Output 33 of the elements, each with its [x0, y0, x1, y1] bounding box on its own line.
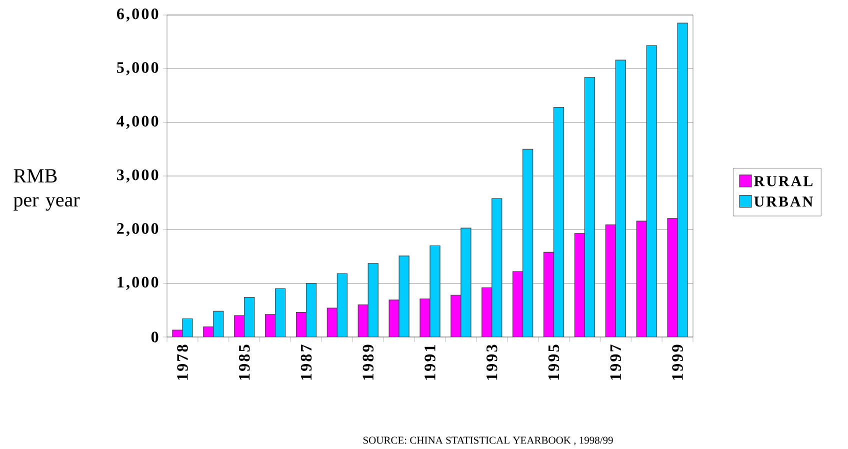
legend-label: RURAL [754, 176, 812, 186]
x-tick-label: 1989 [362, 344, 374, 380]
source-note: SOURCE: CHINA STATISTICAL YEARBOOK , 1998/99 [363, 436, 613, 446]
bar [553, 107, 564, 337]
bar [275, 288, 286, 337]
y-tick-label: 2,000 [117, 223, 158, 236]
x-tick-label: 1999 [672, 344, 683, 380]
x-tick-label: 1985 [238, 344, 250, 380]
x-tick-label: 1978 [177, 344, 188, 380]
legend-label: URBAN [754, 196, 813, 207]
x-tick-label: 1997 [610, 344, 622, 380]
bar [244, 296, 255, 337]
bar [522, 148, 534, 337]
y-tick-label: 4,000 [116, 116, 158, 129]
bar [213, 310, 224, 337]
y-tick-label: 0 [151, 332, 158, 342]
bar [336, 273, 348, 337]
bar [615, 60, 626, 337]
y-tick-label: 6,000 [116, 8, 158, 22]
y-tick-label: 5,000 [117, 62, 158, 76]
bar [646, 45, 657, 337]
bar [492, 198, 502, 337]
y-tick-label: 3,000 [117, 169, 158, 183]
y-tick-label: 1,000 [118, 276, 158, 290]
x-tick-label: 1993 [486, 344, 498, 380]
bar [584, 76, 596, 337]
y-axis-title: RMB per year [14, 169, 80, 211]
bar [368, 263, 378, 337]
bar [677, 22, 688, 337]
x-tick-label: 1991 [424, 345, 436, 380]
x-tick-label: 1987 [300, 344, 312, 380]
x-tick-label: 1995 [548, 344, 560, 380]
bar [306, 283, 317, 337]
